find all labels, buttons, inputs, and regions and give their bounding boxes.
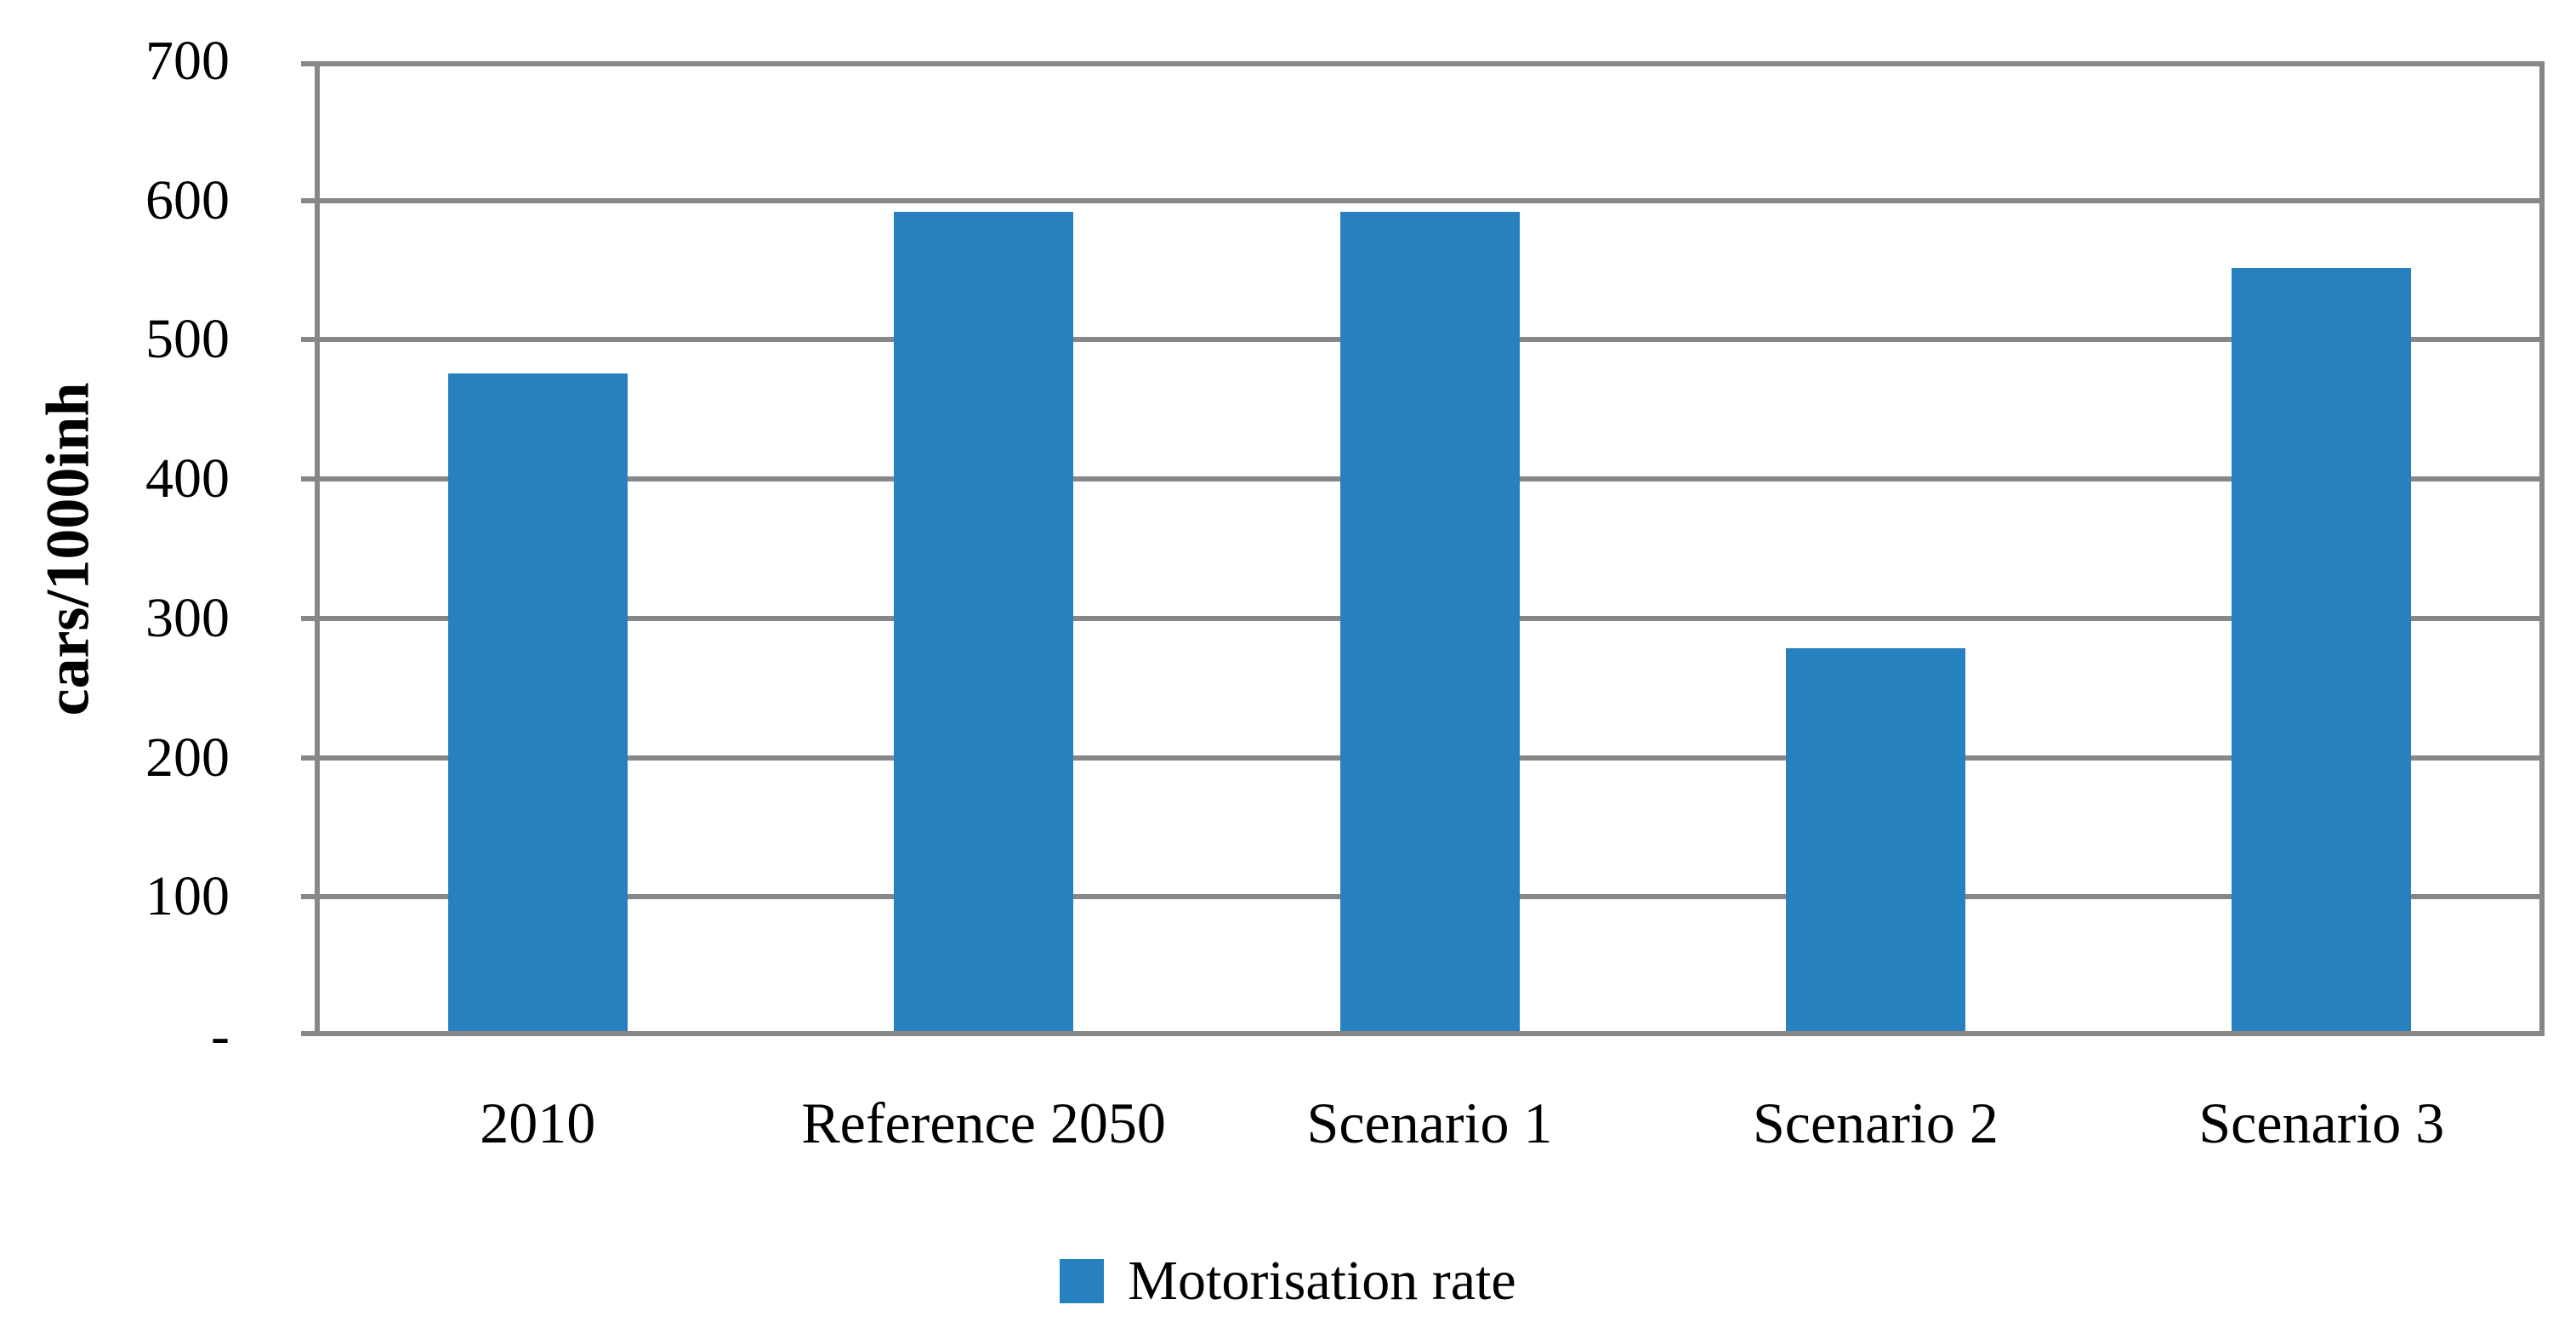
bar-scenario-2 — [1785, 647, 1965, 1031]
y-tick-label-400: 400 — [145, 447, 230, 510]
y-tick-0 — [301, 1031, 315, 1036]
y-tick-200 — [301, 755, 315, 761]
legend-label: Motorisation rate — [1128, 1250, 1516, 1312]
bar-reference-2050 — [894, 212, 1074, 1031]
x-category-label-2010: 2010 — [480, 1091, 596, 1155]
y-tick-label-700: 700 — [145, 30, 230, 92]
legend: Motorisation rate — [0, 1240, 2576, 1322]
y-tick-100 — [301, 894, 315, 900]
y-tick-500 — [301, 337, 315, 343]
y-tick-label-300: 300 — [145, 586, 230, 649]
x-category-label-scenario-3: Scenario 3 — [2198, 1091, 2445, 1155]
bar-2010 — [447, 373, 628, 1031]
y-tick-label-200: 200 — [145, 726, 230, 789]
y-tick-label-100: 100 — [145, 865, 230, 928]
x-category-label-reference-2050: Reference 2050 — [801, 1091, 1166, 1155]
bar-scenario-1 — [1339, 212, 1520, 1031]
y-tick-700 — [301, 61, 315, 66]
y-tick-label-500: 500 — [145, 308, 230, 371]
gridline-600 — [320, 197, 2539, 203]
y-tick-600 — [301, 197, 315, 203]
plot-area — [315, 61, 2545, 1036]
bar-scenario-3 — [2232, 267, 2412, 1031]
y-axis-title: cars/1000inh — [33, 381, 102, 716]
y-tick-300 — [301, 615, 315, 621]
y-tick-label-600: 600 — [145, 168, 230, 231]
x-category-label-scenario-2: Scenario 2 — [1752, 1091, 1999, 1155]
y-tick-label-0: - — [211, 1005, 230, 1067]
legend-swatch — [1060, 1259, 1105, 1303]
y-tick-400 — [301, 476, 315, 482]
x-category-label-scenario-1: Scenario 1 — [1306, 1091, 1553, 1155]
